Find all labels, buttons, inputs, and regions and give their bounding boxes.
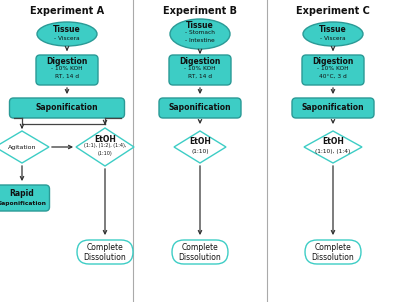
FancyBboxPatch shape [0, 185, 50, 211]
FancyBboxPatch shape [77, 240, 133, 264]
Text: Saponification: Saponification [36, 104, 98, 113]
Text: (1:10), (1:4): (1:10), (1:4) [315, 149, 351, 153]
Text: - 10% KOH: - 10% KOH [317, 66, 349, 72]
Text: RT, 14 d: RT, 14 d [188, 73, 212, 79]
Text: EtOH: EtOH [94, 134, 116, 143]
Text: - Intestine: - Intestine [185, 37, 215, 43]
Text: Saponification: Saponification [0, 201, 46, 205]
Text: Experiment A: Experiment A [30, 6, 104, 16]
Text: Tissue: Tissue [53, 25, 81, 34]
Text: Dissolution: Dissolution [84, 252, 126, 262]
Polygon shape [174, 131, 226, 163]
FancyBboxPatch shape [172, 240, 228, 264]
Text: Tissue: Tissue [319, 25, 347, 34]
Text: Dissolution: Dissolution [312, 252, 354, 262]
Text: Digestion: Digestion [46, 57, 88, 66]
Polygon shape [304, 131, 362, 163]
Text: Digestion: Digestion [179, 57, 221, 66]
Text: Complete: Complete [182, 243, 218, 252]
FancyBboxPatch shape [169, 55, 231, 85]
Text: Complete: Complete [315, 243, 351, 252]
Text: - 10% KOH: - 10% KOH [51, 66, 83, 72]
Text: Dissolution: Dissolution [179, 252, 221, 262]
Text: Saponification: Saponification [302, 104, 364, 113]
FancyBboxPatch shape [292, 98, 374, 118]
Ellipse shape [170, 19, 230, 49]
Text: Tissue: Tissue [186, 21, 214, 31]
Text: Agitation: Agitation [8, 144, 36, 149]
Text: 40°C, 3 d: 40°C, 3 d [319, 73, 347, 79]
Text: EtOH: EtOH [189, 137, 211, 146]
Polygon shape [76, 128, 134, 166]
Text: - Viscera: - Viscera [320, 36, 346, 40]
Text: Digestion: Digestion [312, 57, 354, 66]
Text: (1:10): (1:10) [191, 149, 209, 153]
FancyBboxPatch shape [159, 98, 241, 118]
Text: - 10% KOH: - 10% KOH [184, 66, 216, 72]
Text: Saponification: Saponification [169, 104, 231, 113]
Text: EtOH: EtOH [322, 137, 344, 146]
Text: (1:10): (1:10) [98, 150, 112, 156]
FancyBboxPatch shape [305, 240, 361, 264]
Text: Complete: Complete [87, 243, 123, 252]
Text: - Stomach: - Stomach [185, 31, 215, 36]
Text: - Viscera: - Viscera [54, 36, 80, 40]
Ellipse shape [303, 22, 363, 46]
FancyBboxPatch shape [10, 98, 124, 118]
FancyBboxPatch shape [302, 55, 364, 85]
Text: Experiment C: Experiment C [296, 6, 370, 16]
FancyBboxPatch shape [36, 55, 98, 85]
Text: (1:1), (1:2), (1:4),: (1:1), (1:2), (1:4), [84, 143, 126, 149]
Text: Rapid: Rapid [10, 188, 34, 198]
Ellipse shape [37, 22, 97, 46]
Text: Experiment B: Experiment B [163, 6, 237, 16]
Text: RT, 14 d: RT, 14 d [55, 73, 79, 79]
Polygon shape [0, 131, 49, 163]
